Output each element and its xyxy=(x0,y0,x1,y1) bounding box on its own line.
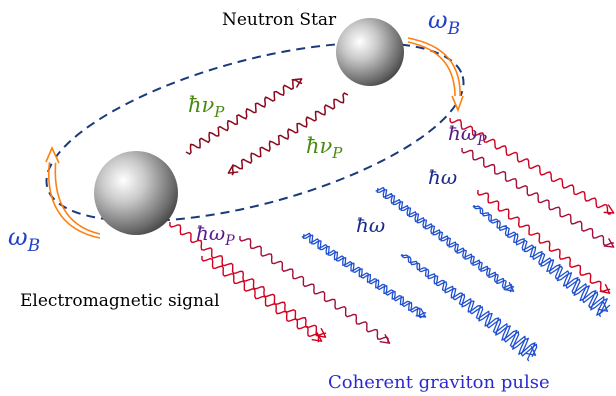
graviton-wave-4-strand-2 xyxy=(472,205,611,316)
graviton-wave-1-strand-2 xyxy=(301,232,427,317)
em-wave-left-3-strand-1 xyxy=(201,255,320,343)
graviton-wave-3-strand-2 xyxy=(400,254,536,362)
em-wave-left-2-arrowhead xyxy=(379,333,391,344)
graviton-wave-4-strand-1 xyxy=(473,204,608,318)
graviton-wave-3-arrowhead xyxy=(525,345,537,356)
graviton-wave-3 xyxy=(400,253,538,362)
em-wave-left-2-strand-1 xyxy=(239,235,389,343)
em-wave-left-2 xyxy=(239,235,391,344)
em-wave-left-3-arrowhead xyxy=(311,331,323,342)
em-wave-right-3 xyxy=(477,189,611,294)
rotation-arrow-left xyxy=(45,146,101,239)
em-wave-right-2-arrowhead xyxy=(603,238,615,248)
coherent-graviton-pulse-label: Coherent graviton pulse xyxy=(328,372,550,393)
neutron-star-left xyxy=(94,151,178,235)
em-wave-right-1-arrowhead xyxy=(603,204,615,214)
graviton-wave-3-strand-1 xyxy=(401,253,538,357)
hnu-lower-label: ħνP xyxy=(306,134,343,162)
em-wave-right-2 xyxy=(461,147,615,248)
graviton-wave-4-arrowhead xyxy=(597,301,609,312)
homega-mid-lower-label: ħω xyxy=(356,213,385,237)
homega-mid-upper-label: ħω xyxy=(428,165,457,189)
em-wave-right-3-strand-1 xyxy=(477,189,611,292)
em-wave-right-1-strand-1 xyxy=(449,117,612,215)
em-wave-right-2-strand-1 xyxy=(461,147,614,247)
exchange-photon-lower-arrowhead xyxy=(227,164,239,174)
neutron-star-label: Neutron Star xyxy=(222,10,337,30)
exchange-photon-upper-strand-1 xyxy=(185,79,303,155)
homega-p-left-label: ħωP xyxy=(196,221,235,249)
graviton-wave-4 xyxy=(472,204,611,318)
exchange-photon-lower-strand-1 xyxy=(231,92,349,176)
graviton-wave-2-strand-2 xyxy=(375,186,513,293)
graviton-wave-1 xyxy=(301,232,427,319)
graviton-wave-2 xyxy=(375,186,515,293)
homega-p-right-label: ħωP xyxy=(448,121,487,149)
graviton-wave-2-arrowhead xyxy=(503,281,515,292)
rotation-arrow-top xyxy=(407,37,464,113)
em-wave-right-3-arrowhead xyxy=(599,283,611,294)
exchange-photon-upper xyxy=(185,78,303,155)
em-wave-left-3 xyxy=(201,255,323,343)
orbit-path xyxy=(45,41,465,223)
graviton-wave-1-arrowhead xyxy=(415,308,427,318)
omega-b-top-label: ωB xyxy=(428,6,460,39)
hnu-upper-label: ħνP xyxy=(188,93,225,121)
exchange-photon-lower xyxy=(227,92,349,176)
exchange-photon-upper-arrowhead xyxy=(291,78,303,88)
omega-b-left-label: ωB xyxy=(8,223,40,256)
graviton-wave-2-strand-1 xyxy=(376,187,515,291)
neutron-star-right xyxy=(336,18,404,86)
em-wave-right-1 xyxy=(449,117,615,215)
electromagnetic-signal-label: Electromagnetic signal xyxy=(20,291,220,311)
